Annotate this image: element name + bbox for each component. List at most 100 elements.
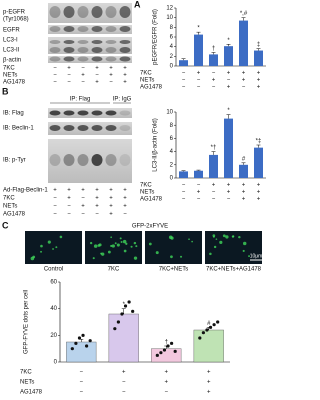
- data-point: [155, 353, 159, 357]
- condition-sign: −: [197, 197, 201, 203]
- gfp-dot: [133, 241, 137, 245]
- blot-band: [77, 56, 89, 62]
- bar: [224, 118, 233, 178]
- condition-sign: −: [53, 73, 57, 79]
- blot-band: [91, 47, 103, 53]
- condition-sign: +: [122, 370, 126, 376]
- blot-band: [105, 26, 117, 32]
- gfp-dot: [116, 243, 120, 247]
- gfp-dot: [107, 250, 111, 254]
- condition-sign: +: [257, 183, 261, 189]
- panel-letter: C: [2, 220, 9, 230]
- gfp-dot: [180, 255, 183, 258]
- condition-sign: −: [67, 204, 71, 210]
- gfp-dot: [188, 238, 190, 241]
- y-tick-label: 60: [50, 280, 57, 286]
- condition-sign: −: [53, 80, 57, 86]
- blot-band: [105, 110, 117, 116]
- blot-band: [77, 26, 89, 32]
- bar: [254, 147, 263, 178]
- ip-label: IP: IgG: [113, 97, 132, 103]
- condition-sign: +: [95, 204, 99, 210]
- gfp-dot: [40, 244, 43, 248]
- condition-sign: −: [81, 212, 85, 218]
- data-point: [131, 309, 135, 313]
- gfp-dot: [93, 244, 98, 248]
- error-bar: [211, 52, 216, 55]
- y-tick-label: 6: [170, 35, 174, 41]
- gfp-dot: [215, 238, 218, 240]
- blot-band: [77, 125, 89, 131]
- data-point: [212, 323, 216, 327]
- error-bar: [79, 339, 84, 342]
- blot-row-label: LC3-II: [3, 48, 20, 54]
- gfp-dot: [135, 245, 138, 248]
- error-bar: [121, 308, 126, 314]
- bar: [194, 34, 203, 66]
- y-axis-label: GFP-FYVE dots per cell: [24, 290, 30, 354]
- error-bar: [241, 162, 246, 165]
- condition-sign: −: [182, 78, 186, 84]
- bar: [179, 171, 188, 178]
- blot-band: [49, 6, 61, 18]
- condition-sign: −: [95, 73, 99, 79]
- panel-letter: A: [134, 0, 141, 9]
- condition-sign: +: [81, 73, 85, 79]
- condition-sign: +: [257, 197, 261, 203]
- condition-sign: +: [81, 204, 85, 210]
- condition-sign: −: [182, 71, 186, 77]
- gfp-dot: [225, 235, 229, 239]
- condition-sign: −: [81, 66, 85, 72]
- gfp-dot: [209, 252, 212, 256]
- condition-sign: −: [79, 390, 83, 396]
- condition-sign: +: [109, 188, 113, 194]
- condition-sign: −: [53, 196, 57, 202]
- condition-sign: +: [257, 71, 261, 77]
- significance: ‡: [257, 42, 260, 48]
- bar: [108, 313, 139, 363]
- micrograph: [25, 231, 82, 264]
- condition-sign: +: [257, 190, 261, 196]
- bar: [194, 170, 203, 178]
- blot-band: [105, 56, 117, 62]
- blot-band: [63, 125, 75, 131]
- y-axis-label: pEGFR/EGFR (Fold): [153, 9, 159, 65]
- condition-label: NETs: [3, 204, 17, 210]
- blot-band: [49, 26, 61, 32]
- panel-letter: B: [2, 86, 9, 96]
- condition-sign: −: [212, 71, 216, 77]
- condition-sign: −: [212, 197, 216, 203]
- bar: [224, 46, 233, 66]
- condition-sign: +: [109, 212, 113, 218]
- data-point: [208, 325, 213, 329]
- condition-sign: −: [197, 183, 201, 189]
- condition-sign: −: [182, 85, 186, 91]
- blot-band: [91, 56, 103, 62]
- data-point: [162, 348, 167, 352]
- error-bar: [196, 31, 201, 35]
- blot-band: [49, 47, 61, 53]
- data-point: [77, 336, 82, 340]
- data-point: [205, 328, 209, 332]
- condition-label: 7KC: [3, 66, 15, 72]
- blot-band: [91, 40, 103, 44]
- condition-sign: +: [227, 71, 231, 77]
- condition-sign: −: [67, 73, 71, 79]
- gfp-dot: [59, 235, 63, 239]
- blot-band: [91, 26, 103, 32]
- condition-sign: +: [95, 66, 99, 72]
- blot-row-label: (Tyr1068): [3, 17, 29, 23]
- condition-sign: +: [197, 190, 201, 196]
- gfp-dot: [148, 242, 152, 246]
- data-point: [166, 344, 170, 348]
- gfp-dot: [219, 240, 223, 244]
- condition-sign: +: [227, 183, 231, 189]
- blot-band: [77, 6, 89, 18]
- gfp-dot: [114, 242, 117, 245]
- condition-sign: −: [53, 204, 57, 210]
- condition-sign: +: [207, 390, 211, 396]
- significance: *‡: [256, 139, 262, 145]
- blot-band: [105, 40, 117, 44]
- condition-sign: −: [53, 212, 57, 218]
- significance: *†: [211, 145, 217, 151]
